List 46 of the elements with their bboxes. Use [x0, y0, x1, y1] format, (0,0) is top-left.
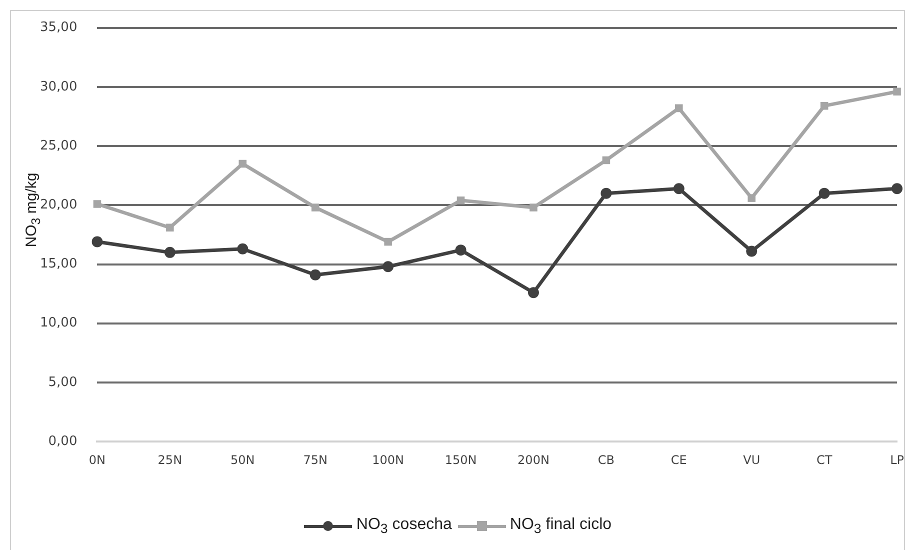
x-tick-label: 150N — [444, 452, 477, 467]
point — [166, 224, 174, 232]
x-tick-label: 100N — [372, 452, 404, 467]
y-tick-label: 15,00 — [40, 256, 78, 272]
point — [310, 269, 321, 280]
point — [748, 194, 756, 202]
point — [311, 204, 320, 212]
point — [92, 236, 103, 248]
x-tick-label: VU — [743, 452, 760, 467]
point — [93, 200, 102, 208]
x-tick-label: 25N — [158, 452, 182, 467]
legend-label: NO$_{3}$ cosecha — [356, 516, 452, 536]
point — [164, 246, 176, 258]
point — [237, 243, 248, 254]
y-tick-label: 0,00 — [48, 434, 78, 449]
point — [893, 88, 901, 96]
point — [456, 196, 465, 204]
point — [602, 156, 610, 164]
point — [675, 104, 683, 112]
point — [820, 102, 828, 110]
x-tick-label: 50N — [230, 452, 255, 467]
point — [384, 238, 392, 246]
x-tick-label: 200N — [518, 452, 550, 467]
y-tick-label: 35,00 — [40, 20, 78, 36]
x-tick-label: 75N — [303, 452, 328, 467]
point — [238, 160, 247, 168]
y-tick-label: 30,00 — [40, 79, 78, 94]
x-tick-label: 0N — [88, 452, 106, 467]
y-tick-label: 20,00 — [40, 198, 78, 213]
legend-label: NO$_{3}$ final ciclo — [510, 516, 612, 536]
point — [892, 183, 903, 194]
point — [530, 204, 538, 212]
x-tick-label: CT — [816, 452, 833, 467]
point — [673, 183, 684, 194]
x-tick-label: LP — [890, 452, 904, 467]
x-tick-label: CE — [670, 452, 687, 467]
point — [600, 188, 612, 199]
y-tick-label: 25,00 — [40, 138, 78, 154]
x-tick-label: CB — [598, 452, 615, 467]
y-tick-label: 10,00 — [40, 316, 78, 331]
point — [528, 287, 539, 298]
point — [818, 188, 830, 199]
point — [746, 246, 758, 257]
point — [382, 261, 394, 272]
point — [455, 244, 466, 256]
y-tick-label: 5,00 — [48, 374, 78, 390]
